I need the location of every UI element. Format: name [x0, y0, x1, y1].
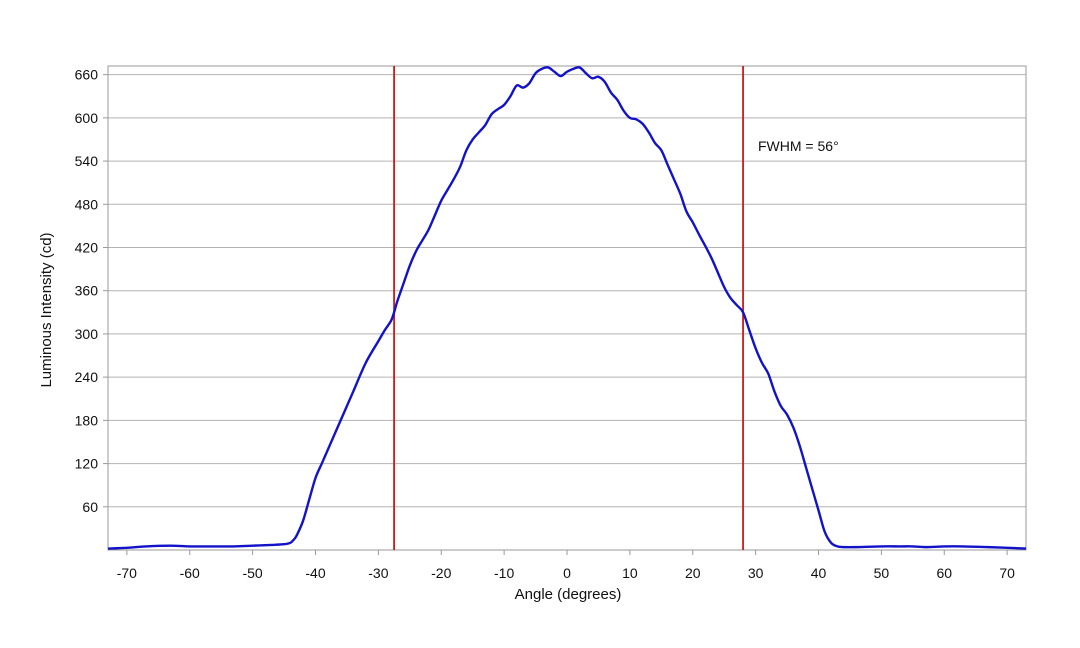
fwhm-annotation: FWHM = 56° — [758, 138, 839, 154]
x-tick-label: -50 — [242, 565, 262, 581]
x-tick-label: 10 — [622, 565, 638, 581]
x-tick-label: 20 — [685, 565, 701, 581]
x-tick-label: -20 — [431, 565, 451, 581]
y-tick-label: 600 — [75, 110, 99, 126]
x-tick-label: 0 — [563, 565, 571, 581]
y-tick-label: 420 — [75, 240, 99, 256]
y-tick-labels: 60 120 180 240 300 360 420 480 540 600 660 — [75, 67, 99, 515]
x-tick-label: -60 — [180, 565, 200, 581]
y-tick-label: 300 — [75, 326, 99, 342]
x-tick-labels: -70 -60 -50 -40 -30 -20 -10 0 10 20 30 40 50 60 70 — [117, 565, 1015, 581]
x-tick-label: -40 — [305, 565, 325, 581]
fwhm-markers — [393, 66, 744, 550]
y-tick-label: 240 — [75, 369, 99, 385]
x-tick-label: 40 — [811, 565, 827, 581]
y-tick-label: 60 — [82, 499, 98, 515]
x-tick-label: -30 — [368, 565, 388, 581]
y-tick-label: 120 — [75, 456, 99, 472]
plot-frame — [107, 65, 1027, 551]
x-tick-label: 30 — [748, 565, 764, 581]
y-tick-label: 540 — [75, 153, 99, 169]
y-tick-label: 660 — [75, 67, 99, 83]
y-axis-title: Luminous Intensity (cd) — [38, 232, 55, 387]
y-tick-label: 180 — [75, 412, 99, 428]
y-tick-label: 360 — [75, 283, 99, 299]
x-tick-label: 50 — [874, 565, 890, 581]
x-tick-label: 70 — [999, 565, 1015, 581]
intensity-curve — [107, 66, 1027, 550]
x-tick-label: 60 — [936, 565, 952, 581]
x-tick-label: -10 — [494, 565, 514, 581]
x-axis-title: Angle (degrees) — [515, 586, 622, 603]
y-tick-label: 480 — [75, 196, 99, 212]
x-tick-label: -70 — [117, 565, 137, 581]
gridlines — [103, 74, 1026, 555]
